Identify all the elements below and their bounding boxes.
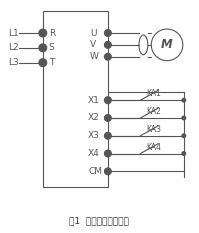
- Circle shape: [104, 115, 111, 121]
- Text: L2: L2: [8, 43, 19, 52]
- Circle shape: [39, 59, 47, 67]
- Text: X1: X1: [88, 96, 100, 105]
- Circle shape: [104, 97, 111, 104]
- Text: S: S: [49, 43, 55, 52]
- Text: KA3: KA3: [146, 125, 161, 134]
- Text: L3: L3: [8, 58, 19, 67]
- Text: M: M: [161, 38, 173, 51]
- Text: KA2: KA2: [146, 107, 161, 116]
- Circle shape: [104, 168, 111, 175]
- Text: KA1: KA1: [146, 89, 161, 98]
- Text: 图1  设置多段速控制端: 图1 设置多段速控制端: [69, 216, 129, 225]
- Circle shape: [182, 98, 186, 102]
- Circle shape: [39, 44, 47, 52]
- Circle shape: [104, 41, 111, 48]
- Text: W: W: [90, 52, 99, 61]
- Circle shape: [104, 132, 111, 139]
- Text: CM: CM: [88, 167, 102, 176]
- Circle shape: [104, 53, 111, 60]
- Text: U: U: [90, 28, 97, 38]
- Circle shape: [39, 29, 47, 37]
- Circle shape: [182, 116, 186, 120]
- Circle shape: [182, 152, 186, 155]
- Circle shape: [182, 134, 186, 137]
- Text: V: V: [90, 40, 96, 49]
- Text: X3: X3: [88, 131, 100, 140]
- Text: T: T: [49, 58, 54, 67]
- Circle shape: [104, 30, 111, 37]
- Text: L1: L1: [8, 28, 19, 38]
- Circle shape: [104, 150, 111, 157]
- Text: X2: X2: [88, 113, 100, 123]
- Text: X4: X4: [88, 149, 100, 158]
- Text: R: R: [49, 28, 55, 38]
- Text: KA4: KA4: [146, 143, 161, 152]
